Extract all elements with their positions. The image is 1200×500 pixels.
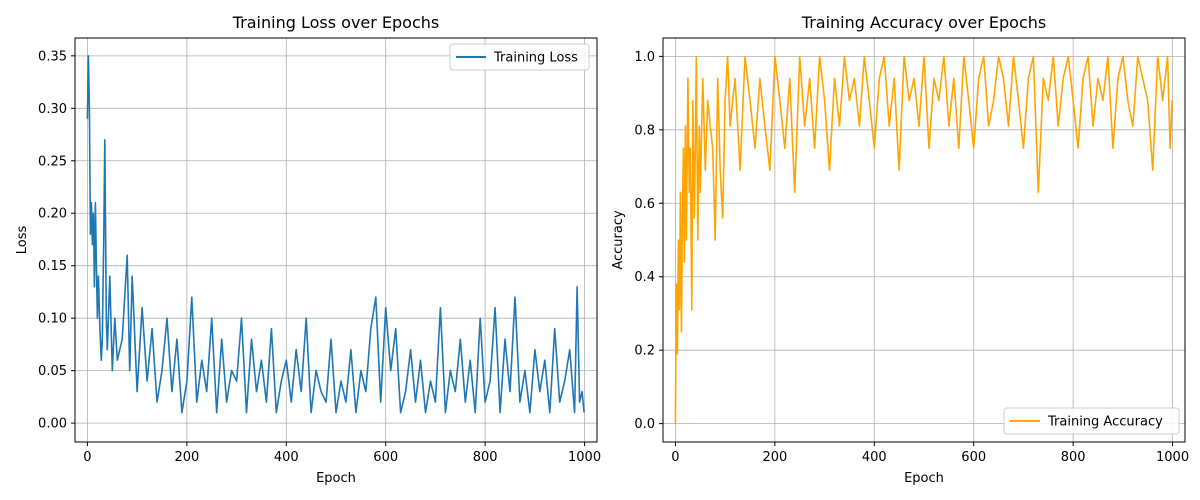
loss-x-tick-label: 400 [274, 450, 299, 465]
loss-y-tick-label: 0.30 [38, 102, 67, 117]
loss-y-tick-label: 0.10 [38, 312, 67, 327]
loss-ticks: 0 200 400 600 800 1000 0.00 0.05 0.10 0.15 0.20 0.2… [38, 49, 601, 465]
accuracy-series-line [674, 55, 1173, 424]
accuracy-x-tick-label: 600 [961, 450, 986, 465]
accuracy-plot-area [674, 55, 1173, 424]
loss-legend-box [449, 43, 590, 71]
loss-x-tick-label: 200 [174, 450, 199, 465]
accuracy-x-tick-label: 800 [1061, 450, 1086, 465]
accuracy-y-tick-label: 0.2 [634, 344, 655, 359]
accuracy-legend-label: Training Accuracy [1047, 415, 1163, 430]
loss-y-tick-label: 0.15 [38, 259, 67, 274]
loss-y-tick-label: 0.20 [38, 207, 67, 222]
loss-chart-title: Training Loss over Epochs [232, 13, 440, 32]
loss-y-tick-label: 0.35 [38, 49, 67, 64]
accuracy-x-tick-label: 1000 [1156, 450, 1189, 465]
loss-y-tick-label: 0.25 [38, 154, 67, 169]
loss-chart: 0 200 400 600 800 1000 0.00 0.05 0.10 0.15 0.20 0.2… [15, 13, 601, 486]
accuracy-y-tick-label: 0.6 [634, 197, 655, 212]
accuracy-y-tick-label: 0.8 [634, 123, 655, 138]
loss-series-line [86, 54, 585, 414]
loss-x-axis-label: Epoch [316, 471, 356, 486]
accuracy-x-tick-label: 0 [671, 450, 679, 465]
loss-y-axis-label: Loss [15, 226, 30, 255]
loss-x-tick-label: 0 [83, 450, 91, 465]
loss-axes-frame [74, 37, 598, 443]
loss-legend: Training Loss [449, 43, 590, 71]
accuracy-y-tick-label: 1.0 [634, 50, 655, 65]
loss-x-tick-label: 600 [373, 450, 398, 465]
accuracy-x-tick-label: 400 [862, 450, 887, 465]
loss-y-tick-label: 0.05 [38, 364, 67, 379]
loss-y-tick-label: 0.00 [38, 417, 67, 432]
accuracy-y-tick-label: 0.0 [634, 417, 655, 432]
loss-plot-area [86, 54, 585, 414]
accuracy-chart: 0 200 400 600 800 1000 0.0 0.2 0.4 0.6 0.8 1.0 Trai… [611, 13, 1189, 486]
accuracy-legend: Training Accuracy [1003, 407, 1180, 435]
loss-legend-label: Training Loss [493, 51, 578, 66]
accuracy-x-axis-label: Epoch [904, 471, 944, 486]
loss-x-tick-label: 1000 [568, 450, 601, 465]
accuracy-axes-frame [662, 37, 1186, 443]
accuracy-y-axis-label: Accuracy [611, 210, 626, 270]
accuracy-legend-box [1003, 407, 1180, 435]
accuracy-chart-title: Training Accuracy over Epochs [801, 13, 1046, 32]
accuracy-ticks: 0 200 400 600 800 1000 0.0 0.2 0.4 0.6 0.8 1.0 [634, 50, 1189, 465]
loss-x-tick-label: 800 [473, 450, 498, 465]
accuracy-y-tick-label: 0.4 [634, 270, 655, 285]
accuracy-x-tick-label: 200 [762, 450, 787, 465]
